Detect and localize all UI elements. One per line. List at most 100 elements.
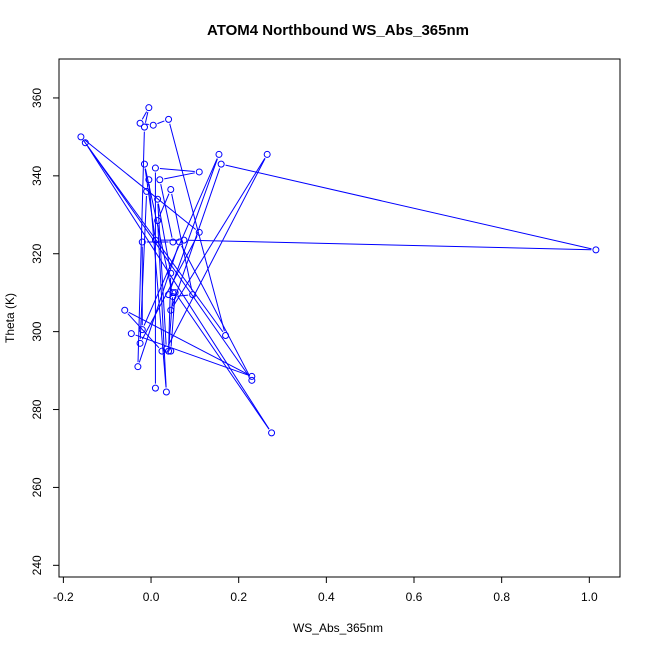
- series-segment: [137, 131, 145, 363]
- data-point: [134, 363, 142, 371]
- series-segment: [177, 296, 270, 430]
- series-segment: [188, 239, 592, 251]
- x-tick-label: 0.6: [406, 590, 423, 604]
- data-point: [215, 150, 223, 158]
- data-point: [162, 388, 170, 396]
- data-point: [167, 347, 175, 355]
- data-point: [151, 164, 159, 172]
- data-point: [222, 332, 230, 340]
- series-segment: [144, 168, 156, 236]
- data-point: [156, 176, 164, 184]
- series-segment: [139, 195, 147, 339]
- data-point: [145, 104, 153, 112]
- series-segment: [83, 140, 224, 333]
- data-point: [217, 160, 225, 168]
- series-segment: [128, 311, 249, 375]
- series-layer: [77, 104, 600, 437]
- data-point: [169, 289, 177, 297]
- series-segment: [181, 245, 251, 377]
- x-tick-label: -0.2: [53, 590, 74, 604]
- data-point: [165, 115, 173, 123]
- x-tick-label: 0.2: [230, 590, 247, 604]
- data-point: [145, 176, 153, 184]
- chart-title: ATOM4 Northbound WS_Abs_365nm: [207, 22, 469, 39]
- data-point: [167, 306, 175, 314]
- series-segment: [135, 334, 248, 376]
- series-segment: [141, 111, 148, 120]
- series-segment: [148, 184, 167, 388]
- series-segment: [160, 184, 173, 238]
- x-tick-label: 0.0: [143, 590, 160, 604]
- series-segment: [177, 294, 189, 297]
- data-point: [154, 195, 162, 203]
- y-tick-label: 360: [30, 88, 44, 108]
- data-point: [136, 119, 144, 127]
- series-segment: [157, 225, 167, 388]
- series-segment: [168, 277, 172, 347]
- data-point: [121, 306, 129, 314]
- series-segment: [146, 184, 149, 188]
- data-point: [171, 289, 179, 297]
- data-point: [151, 384, 159, 392]
- y-tick-label: 280: [30, 399, 44, 419]
- data-point: [176, 238, 184, 246]
- series-segment: [159, 167, 195, 173]
- series-segment: [87, 146, 250, 377]
- data-point: [143, 187, 151, 195]
- y-axis: 240 260 280 300 320 340 360: [30, 88, 60, 575]
- series-segment: [225, 164, 592, 250]
- x-tick-label: 0.4: [318, 590, 335, 604]
- series-segment: [171, 168, 221, 307]
- data-point: [189, 291, 197, 299]
- y-tick-label: 240: [30, 555, 44, 575]
- x-axis-label: WS_Abs_365nm: [293, 621, 383, 635]
- series-segment: [157, 120, 165, 125]
- data-point: [169, 293, 177, 301]
- series-segment: [170, 297, 176, 347]
- series-segment: [87, 146, 270, 430]
- data-point: [248, 372, 256, 380]
- data-point: [140, 160, 148, 168]
- series-segment: [169, 123, 225, 332]
- data-point: [165, 291, 173, 299]
- data-point: [180, 236, 188, 244]
- x-tick-label: 0.8: [493, 590, 510, 604]
- data-point: [151, 236, 159, 244]
- data-point: [81, 139, 89, 147]
- y-tick-label: 320: [30, 243, 44, 263]
- series-segment: [144, 111, 149, 123]
- data-point: [136, 339, 144, 347]
- data-point: [138, 238, 146, 246]
- data-point: [195, 168, 203, 176]
- data-point: [195, 228, 203, 236]
- data-point: [268, 429, 276, 437]
- y-tick-label: 260: [30, 477, 44, 497]
- x-tick-label: 1.0: [581, 590, 598, 604]
- series-segment: [172, 157, 266, 307]
- data-point: [140, 123, 148, 131]
- series-segment: [143, 158, 218, 326]
- y-axis-label: Theta (K): [3, 293, 17, 343]
- data-point: [77, 133, 85, 141]
- data-point: [165, 347, 173, 355]
- series-segment: [158, 193, 170, 217]
- y-tick-label: 340: [30, 166, 44, 186]
- data-point: [138, 326, 146, 334]
- data-point: [263, 150, 271, 158]
- x-axis: -0.2 0.0 0.2 0.4 0.6 0.8 1.0: [53, 576, 598, 604]
- data-point: [149, 121, 157, 129]
- data-point: [169, 238, 177, 246]
- plot-frame: [58, 58, 621, 578]
- series-segment: [141, 236, 198, 340]
- series-segment: [164, 172, 195, 180]
- series-segment: [157, 203, 167, 345]
- series-segment: [84, 139, 197, 230]
- y-tick-label: 300: [30, 321, 44, 341]
- data-point: [248, 376, 256, 384]
- data-point: [167, 269, 175, 277]
- data-point: [167, 185, 175, 193]
- series-segment: [168, 158, 266, 346]
- series-segment: [169, 158, 218, 291]
- data-point: [158, 347, 166, 355]
